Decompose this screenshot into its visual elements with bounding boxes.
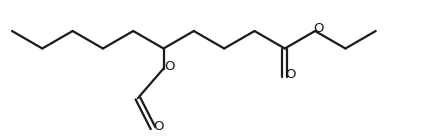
Text: O: O	[286, 68, 296, 81]
Text: O: O	[164, 60, 175, 73]
Text: O: O	[154, 120, 164, 132]
Text: O: O	[313, 22, 323, 35]
